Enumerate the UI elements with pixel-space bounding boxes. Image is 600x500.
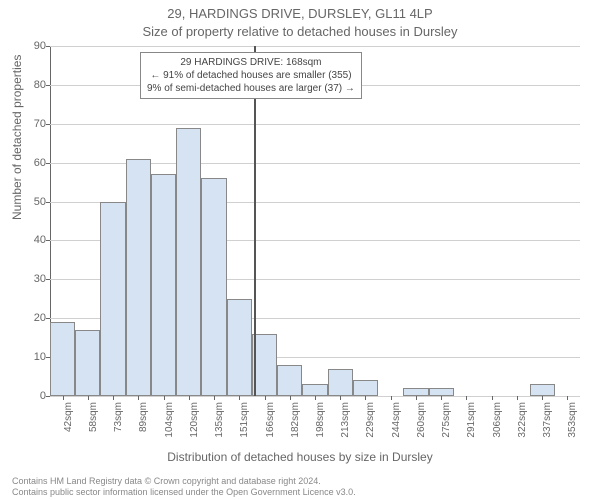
y-tick-mark — [46, 357, 50, 358]
histogram-bar — [151, 174, 176, 396]
x-tick-label: 151sqm — [239, 402, 250, 452]
x-axis-label: Distribution of detached houses by size … — [0, 450, 600, 464]
x-tick-mark — [63, 396, 64, 400]
histogram-bar — [403, 388, 428, 396]
x-tick-label: 353sqm — [567, 402, 578, 452]
x-tick-label: 322sqm — [517, 402, 528, 452]
chart-title-main: 29, HARDINGS DRIVE, DURSLEY, GL11 4LP — [0, 6, 600, 21]
x-tick-mark — [517, 396, 518, 400]
x-tick-label: 73sqm — [113, 402, 124, 452]
histogram-bar — [530, 384, 555, 396]
annotation-line1: 29 HARDINGS DRIVE: 168sqm — [147, 56, 355, 69]
y-tick-label: 40 — [16, 234, 46, 246]
x-tick-label: 42sqm — [63, 402, 74, 452]
x-tick-label: 275sqm — [441, 402, 452, 452]
y-tick-label: 50 — [16, 196, 46, 208]
x-tick-label: 244sqm — [391, 402, 402, 452]
x-tick-label: 58sqm — [88, 402, 99, 452]
histogram-bar — [227, 299, 252, 396]
histogram-bar — [50, 322, 75, 396]
y-tick-mark — [46, 46, 50, 47]
x-tick-mark — [164, 396, 165, 400]
annotation-line2: ← 91% of detached houses are smaller (35… — [147, 69, 355, 82]
y-tick-label: 80 — [16, 79, 46, 91]
y-tick-label: 60 — [16, 157, 46, 169]
x-tick-label: 229sqm — [365, 402, 376, 452]
x-tick-label: 198sqm — [315, 402, 326, 452]
chart-title-sub: Size of property relative to detached ho… — [0, 24, 600, 39]
x-tick-mark — [567, 396, 568, 400]
x-tick-mark — [290, 396, 291, 400]
y-tick-mark — [46, 202, 50, 203]
x-tick-mark — [542, 396, 543, 400]
x-tick-mark — [315, 396, 316, 400]
histogram-bar — [353, 380, 378, 396]
x-tick-label: 291sqm — [466, 402, 477, 452]
annotation-line3: 9% of semi-detached houses are larger (3… — [147, 82, 355, 95]
y-tick-label: 10 — [16, 351, 46, 363]
footer-attribution: Contains HM Land Registry data © Crown c… — [12, 476, 356, 498]
y-tick-label: 20 — [16, 312, 46, 324]
x-tick-mark — [416, 396, 417, 400]
x-tick-mark — [189, 396, 190, 400]
x-tick-mark — [365, 396, 366, 400]
x-tick-mark — [466, 396, 467, 400]
x-tick-label: 260sqm — [416, 402, 427, 452]
x-tick-label: 213sqm — [340, 402, 351, 452]
histogram-bar — [302, 384, 327, 396]
footer-line2: Contains public sector information licen… — [12, 487, 356, 498]
histogram-bar — [201, 178, 226, 396]
x-tick-mark — [391, 396, 392, 400]
x-tick-label: 306sqm — [492, 402, 503, 452]
x-tick-label: 89sqm — [138, 402, 149, 452]
x-tick-label: 135sqm — [214, 402, 225, 452]
histogram-bar — [126, 159, 151, 396]
x-tick-label: 120sqm — [189, 402, 200, 452]
x-tick-label: 166sqm — [265, 402, 276, 452]
histogram-bar — [75, 330, 100, 396]
x-tick-mark — [239, 396, 240, 400]
x-tick-mark — [492, 396, 493, 400]
grid-line — [50, 124, 580, 125]
histogram-bar — [429, 388, 454, 396]
y-tick-mark — [46, 124, 50, 125]
chart-container: 29, HARDINGS DRIVE, DURSLEY, GL11 4LP Si… — [0, 0, 600, 500]
x-tick-mark — [340, 396, 341, 400]
x-tick-mark — [138, 396, 139, 400]
x-tick-mark — [441, 396, 442, 400]
footer-line1: Contains HM Land Registry data © Crown c… — [12, 476, 356, 487]
y-tick-label: 0 — [16, 390, 46, 402]
y-tick-mark — [46, 396, 50, 397]
x-tick-mark — [113, 396, 114, 400]
grid-line — [50, 46, 580, 47]
x-tick-label: 182sqm — [290, 402, 301, 452]
y-tick-mark — [46, 240, 50, 241]
annotation-box: 29 HARDINGS DRIVE: 168sqm ← 91% of detac… — [140, 52, 362, 99]
y-tick-label: 90 — [16, 40, 46, 52]
y-tick-mark — [46, 163, 50, 164]
histogram-bar — [328, 369, 353, 396]
y-tick-label: 70 — [16, 118, 46, 130]
x-tick-mark — [88, 396, 89, 400]
x-tick-mark — [265, 396, 266, 400]
y-tick-mark — [46, 318, 50, 319]
histogram-bar — [277, 365, 302, 396]
y-tick-mark — [46, 85, 50, 86]
histogram-bar — [100, 202, 125, 396]
y-tick-label: 30 — [16, 273, 46, 285]
x-tick-mark — [214, 396, 215, 400]
x-tick-label: 104sqm — [164, 402, 175, 452]
x-tick-label: 337sqm — [542, 402, 553, 452]
y-tick-mark — [46, 279, 50, 280]
histogram-bar — [176, 128, 201, 396]
